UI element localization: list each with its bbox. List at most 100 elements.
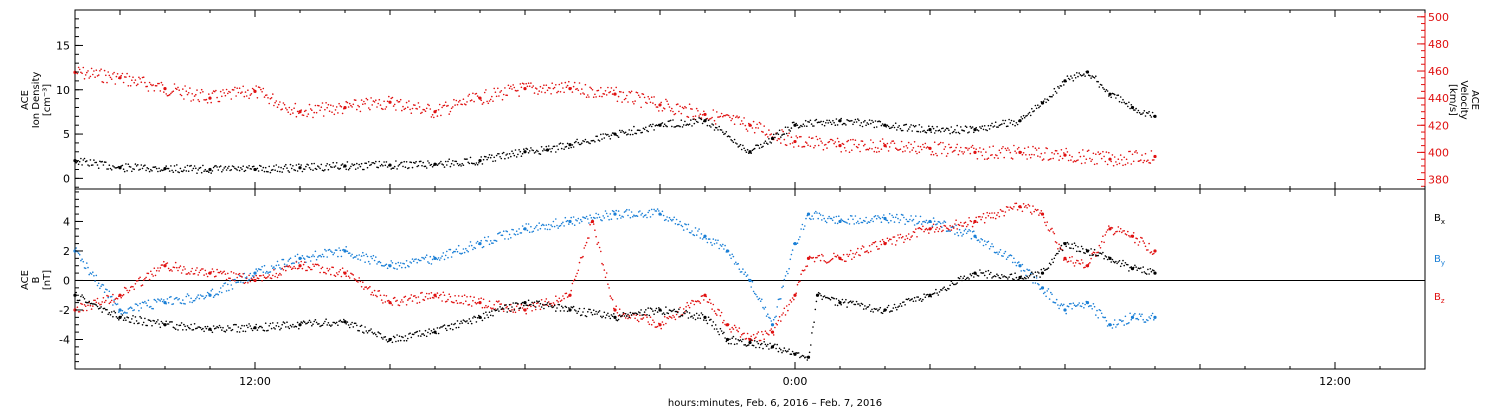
data-dot (1104, 234, 1107, 236)
data-dot (340, 275, 343, 278)
data-dot (433, 255, 435, 258)
data-dot (999, 208, 1002, 211)
data-dot (472, 92, 474, 95)
data-dot (584, 138, 587, 141)
data-dot (1066, 151, 1069, 153)
data-dot (663, 315, 666, 318)
data-dot (1113, 93, 1116, 96)
data-dot (849, 139, 852, 141)
data-dot (430, 292, 433, 294)
data-dot (514, 149, 517, 151)
data-dot (245, 166, 248, 168)
data-dot (444, 254, 447, 257)
data-dot (948, 129, 950, 131)
data-dot (750, 339, 752, 341)
data-dot (985, 129, 987, 131)
data-dot (1129, 107, 1131, 110)
data-dot (1090, 160, 1092, 162)
data-dot (996, 251, 998, 254)
data-dot (1150, 270, 1153, 273)
data-dot (880, 243, 883, 246)
data-dot (391, 96, 394, 99)
data-dot (819, 259, 822, 262)
data-dot (1072, 247, 1075, 250)
data-dot (77, 311, 80, 313)
data-dot (393, 296, 396, 299)
data-dot (305, 323, 307, 325)
data-dot (247, 280, 249, 282)
data-dot (190, 164, 192, 167)
data-dot (489, 307, 492, 309)
data-dot (870, 250, 872, 253)
data-dot (798, 126, 801, 128)
data-dot (468, 245, 471, 247)
data-dot (340, 164, 343, 166)
data-dot (424, 165, 427, 168)
data-dot (661, 122, 664, 124)
data-dot (404, 107, 407, 110)
data-dot (133, 288, 135, 291)
data-dot (1135, 150, 1137, 152)
data-dot (918, 151, 921, 153)
data-dot (951, 225, 954, 228)
data-dot (937, 220, 940, 223)
data-dot (739, 271, 742, 273)
data-dot (851, 149, 853, 151)
axis-label-line: [nT] (42, 270, 53, 290)
data-dot (195, 297, 197, 300)
data-dot (1092, 254, 1095, 256)
data-dot (135, 280, 138, 282)
data-dot (665, 124, 667, 127)
data-dot (472, 162, 474, 165)
data-dot (723, 319, 725, 322)
data-dot (301, 114, 304, 116)
data-dot (1057, 304, 1059, 306)
data-dot (763, 142, 765, 144)
data-dot (383, 294, 385, 297)
data-dot (781, 134, 783, 136)
data-dot (219, 326, 222, 329)
data-dot (912, 147, 915, 149)
data-dot (731, 140, 733, 142)
data-dot (1130, 318, 1133, 321)
data-dot (420, 259, 422, 262)
data-dot (1033, 276, 1035, 279)
data-dot (289, 113, 292, 116)
data-dot (539, 153, 542, 155)
data-dot (830, 258, 833, 261)
data-dot (939, 225, 942, 228)
data-dot (225, 278, 228, 281)
data-dot (751, 339, 754, 342)
data-dot (365, 97, 368, 100)
data-dot (255, 168, 257, 171)
data-dot (144, 81, 146, 84)
data-dot (1071, 243, 1073, 245)
data-dot (376, 106, 378, 108)
data-dot (814, 308, 817, 311)
data-dot (918, 299, 921, 301)
data-dot (610, 87, 613, 89)
data-dot (280, 274, 282, 276)
data-dot (653, 96, 655, 98)
data-dot (557, 90, 559, 93)
data-dot (673, 316, 675, 318)
data-dot (1070, 302, 1072, 305)
data-dot (462, 248, 465, 250)
data-dot (380, 163, 383, 166)
data-point (838, 301, 842, 305)
data-dot (985, 243, 987, 246)
data-dot (303, 321, 306, 324)
data-dot (1124, 163, 1127, 166)
data-dot (159, 267, 162, 269)
data-dot (1031, 153, 1033, 156)
data-dot (627, 133, 629, 135)
data-dot (466, 158, 468, 160)
data-dot (238, 87, 241, 89)
data-dot (1003, 214, 1005, 217)
data-dot (452, 106, 454, 108)
axis-label-line: ACE (20, 90, 31, 110)
data-dot (1128, 322, 1130, 324)
data-dot (442, 325, 445, 327)
data-dot (494, 308, 497, 310)
data-dot (960, 146, 962, 149)
